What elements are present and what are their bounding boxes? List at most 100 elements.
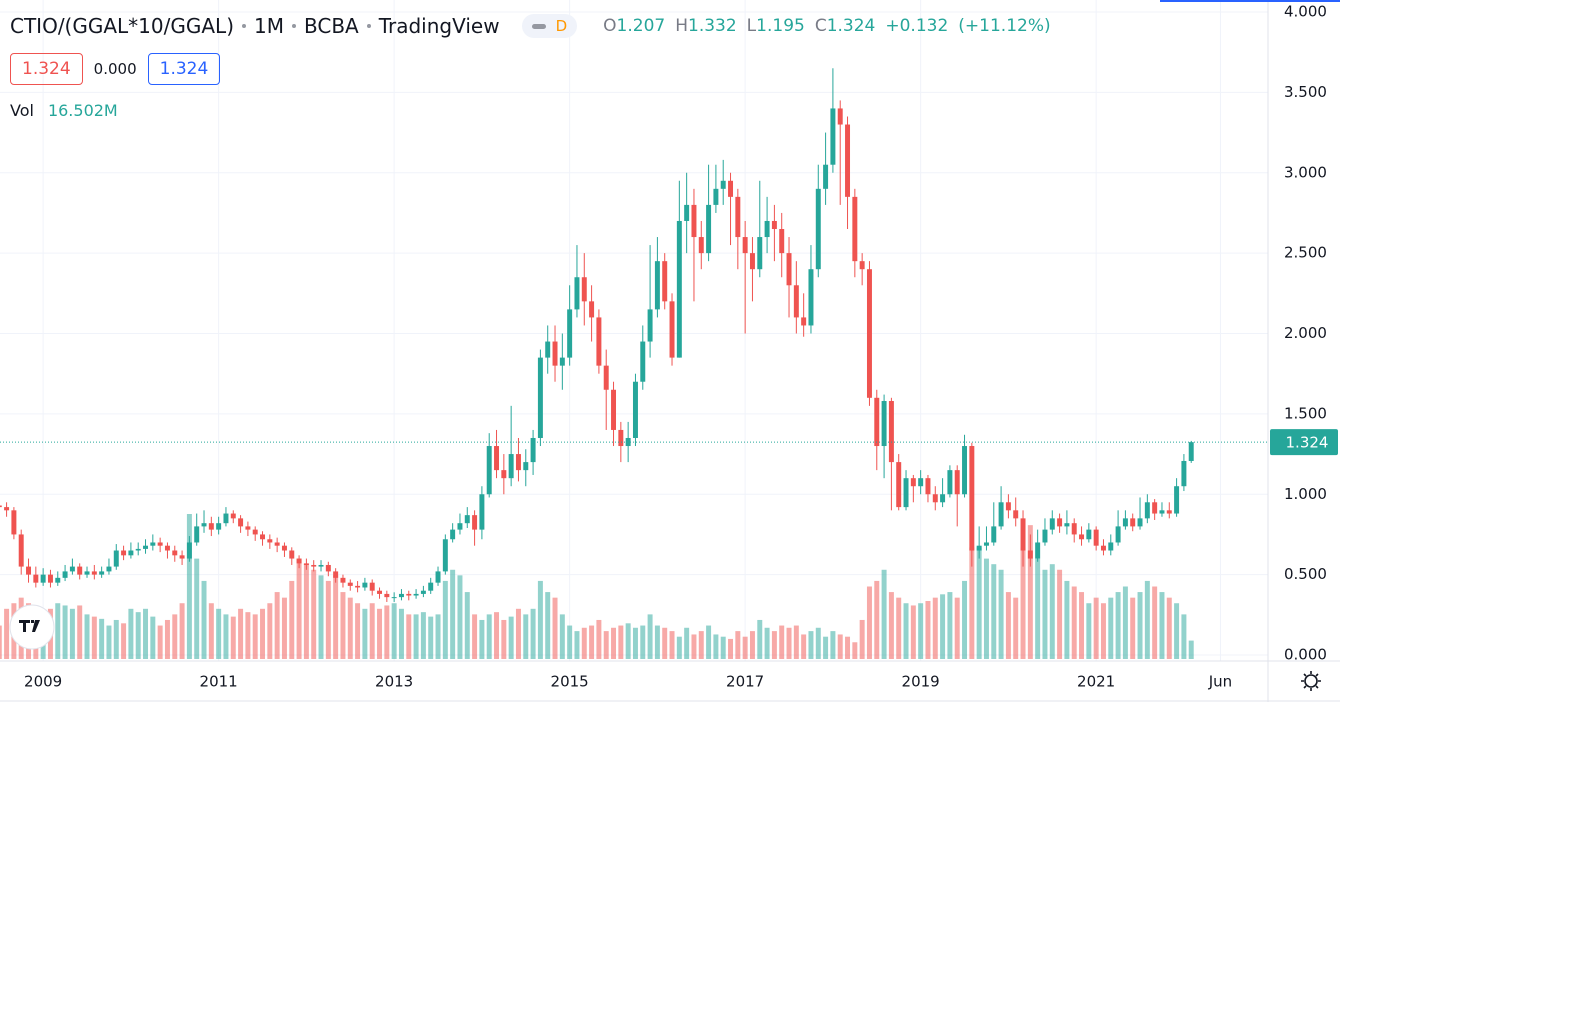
candle-body [325,564,331,572]
volume-bar [1144,580,1150,659]
candle-body [552,341,558,366]
volume-bar [881,569,887,659]
candle-body [771,220,777,230]
volume-bar [662,627,668,659]
volume-bar [581,627,587,659]
candle-body [720,180,726,189]
candle-body [479,494,485,530]
candle-body [596,317,602,366]
y-tick-label: 0.000 [1284,646,1327,664]
candle-body [296,558,302,564]
symbol[interactable]: CTIO/(GGAL*10/GGAL) [10,14,234,38]
candle-body [947,470,953,495]
candle-body [706,204,712,254]
candle-body [684,204,690,221]
candle-body [501,470,507,479]
candle-body [208,523,214,530]
y-tick-label: 3.500 [1284,83,1327,101]
candle-body [62,571,68,578]
candle-body [281,545,287,551]
volume-bar [230,616,236,659]
volume-bar [801,634,807,659]
candle-body [318,564,324,567]
candle-body [537,357,543,438]
volume-bar [1174,603,1180,659]
volume-bar [808,631,814,659]
candle-body [830,108,836,165]
candle-body [260,534,266,540]
volume-bar [428,616,434,659]
interval[interactable]: 1M [254,14,284,38]
candle-body [654,261,660,310]
candle-body [691,204,697,238]
candle-body [735,196,741,238]
candle-body [903,478,909,508]
candle-body [472,515,478,530]
candle-body [530,437,536,463]
volume-bar [508,616,514,659]
volume-bar [574,631,580,659]
volume-legend: Vol 16.502M [10,101,118,120]
candle-body [113,550,119,567]
volume-bar [771,631,777,659]
logo-circle[interactable] [9,604,55,650]
candle-body [362,582,368,588]
settings-gear[interactable] [1301,671,1321,691]
volume-bar [720,636,726,659]
volume-bar [537,580,543,659]
candle-body [545,341,551,358]
candle-body [837,108,843,125]
ohlc-value: 1.324 [826,16,876,36]
candle-body [632,381,638,438]
volume-bar [1093,597,1099,659]
chart: 0.000 0.500 1.000 1.500 2.000 2.500 3.000 3.500… [0,0,1340,702]
candle-body [640,341,646,382]
volume-bar [611,627,617,659]
candle-body [676,220,682,358]
sell-price[interactable]: 1.324 [10,53,83,85]
volume-bar [494,612,500,659]
candle-body [99,571,105,575]
candle-body [581,277,587,302]
volume-bar [625,623,631,659]
volume-bar [947,592,953,659]
candle-body [925,478,931,495]
candle-body [303,563,309,565]
candle-body [157,542,163,546]
candle-body [406,593,412,596]
volume-bar [589,625,595,659]
volume-bar [918,603,924,659]
volume-bar [186,514,192,659]
candle-body [786,253,792,286]
volume-bar [793,625,799,659]
status-badge[interactable]: D [521,14,578,38]
volume-bar [1049,564,1055,659]
ohlc-key: H [675,16,688,36]
volume-bar [786,627,792,659]
volume-bar [223,614,229,659]
volume-bar [347,597,353,659]
volume-bar [976,547,982,659]
buy-price[interactable]: 1.324 [147,53,221,85]
candle-body [391,597,397,599]
candle-body [1144,502,1150,519]
volume-bar [1064,580,1070,659]
volume-bar [940,594,946,659]
volume-bar [1122,586,1128,659]
candle-body [55,577,61,583]
candle-body [515,454,521,471]
candle-body [1122,518,1128,527]
candle-body [662,261,668,302]
volume-bar [1152,586,1158,659]
tv-logo[interactable] [9,604,55,650]
candle-body [808,269,814,326]
candle-body [1071,523,1077,535]
volume-bar [113,619,119,659]
candle-body [764,220,770,238]
y-tick-label: 4.000 [1284,3,1327,21]
candle-body [33,574,39,583]
x-tick-label: 2011 [200,673,238,691]
volume-bar [311,569,317,659]
candle-body [238,518,244,527]
candle-body [18,534,24,567]
